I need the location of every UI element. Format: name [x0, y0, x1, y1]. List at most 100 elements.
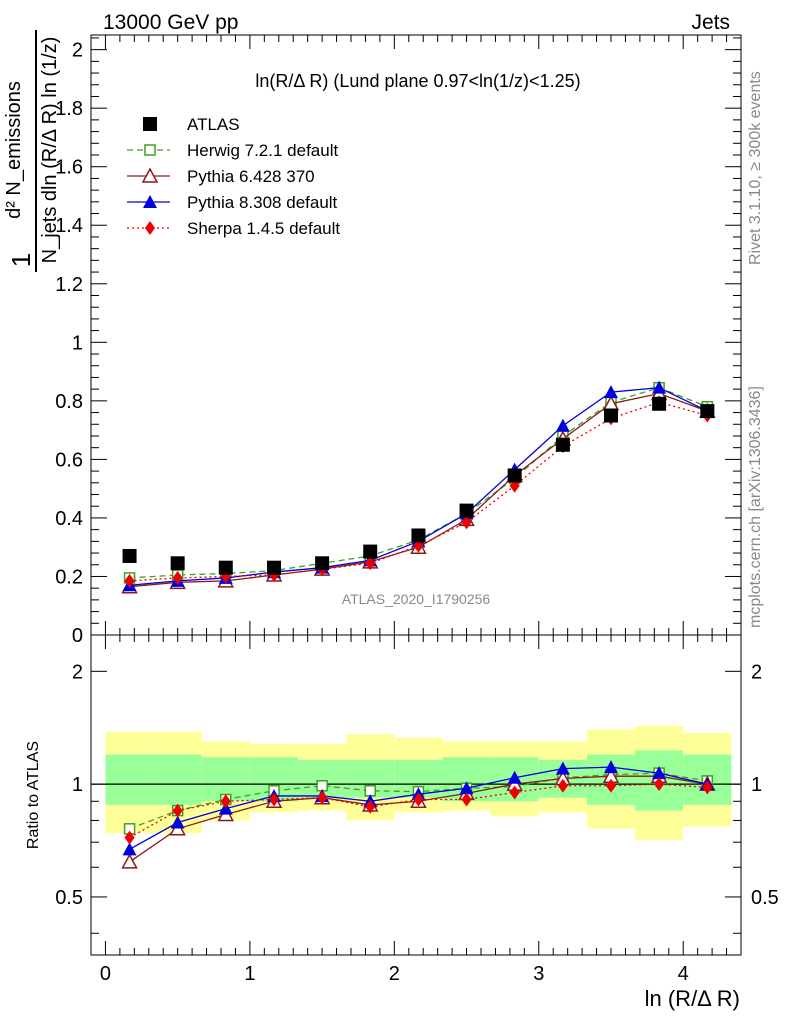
- xlabel: ln (R/Δ R): [645, 986, 740, 1011]
- top-panel: 0 0.2 0.4 0.6 0.8 1 1.2 1.4 1.6 1.8 2 ln(R/Δ R) (L…: [55, 34, 742, 647]
- ratio-point: [702, 780, 713, 795]
- ylabel-numerator: d² N_emissions: [3, 81, 25, 219]
- ratio-point: [606, 778, 616, 793]
- data-point: [555, 418, 570, 432]
- legend-label: Pythia 6.428 370: [187, 167, 315, 186]
- data-point: [461, 515, 472, 530]
- ratio-point: [317, 790, 328, 805]
- ratio-point: [555, 761, 570, 775]
- top-ytick-label: 1.2: [55, 274, 83, 296]
- xtick-label: 1: [244, 963, 255, 985]
- legend-marker: [143, 117, 157, 131]
- legend: ATLAS Herwig 7.2.1 default Pythia 6.428 37…: [127, 115, 340, 238]
- ylabel-one: 1: [6, 253, 36, 267]
- top-ytick-label: 1.6: [55, 157, 83, 179]
- ratio-point: [509, 785, 520, 800]
- legend-entry-sherpa-1-4-5-default: Sherpa 1.4.5 default: [127, 219, 340, 238]
- band-inner-bin: [105, 754, 154, 805]
- ratio-point: [121, 853, 138, 869]
- ratio-ytick-label: 2: [72, 661, 83, 683]
- ratio-point: [654, 777, 665, 792]
- series-line: [129, 401, 708, 582]
- data-point: [172, 570, 183, 585]
- ylabel-denominator: N_jets dln (R/Δ R) ln (1/z): [39, 37, 61, 264]
- header-process: Jets: [691, 11, 730, 34]
- top-ytick-label: 0: [72, 625, 83, 647]
- data-point: [315, 556, 330, 571]
- top-ytick-label: 0.8: [55, 391, 83, 413]
- data-point: [365, 556, 376, 571]
- ratio-point: [364, 785, 376, 797]
- bottom-x-ticks: 0 1 2 3 4: [90, 635, 742, 985]
- legend-marker: [143, 195, 157, 208]
- series-line: [129, 392, 708, 588]
- xtick-label: 0: [100, 963, 111, 985]
- bottom-panel: 0.5 0.5 1 1 2 2 0 1 2 3 4 Ratio to ATLAS ln (R/Δ …: [25, 634, 779, 1011]
- legend-entry-herwig-7-2-1-default: Herwig 7.2.1 default: [127, 141, 338, 160]
- rivet-label: Rivet 3.1.10, ≥ 300k events: [747, 71, 764, 265]
- top-ytick-label: 0.2: [55, 566, 83, 588]
- ratio-point: [413, 792, 424, 807]
- xtick-label: 2: [389, 963, 400, 985]
- data-point: [652, 396, 667, 411]
- data-point: [507, 468, 522, 483]
- uncertainty-bands: [91, 725, 741, 840]
- bottom-y-ticks: 0.5 0.5 1 1 2 2: [55, 661, 779, 934]
- top-ytick-label: 1: [72, 332, 83, 354]
- data-point: [411, 528, 426, 543]
- data-point: [604, 408, 618, 423]
- data-point: [652, 380, 667, 394]
- ratio-point: [604, 760, 618, 774]
- ratio-point: [459, 781, 474, 795]
- ratio-point: [507, 770, 522, 784]
- ratio-series-sherpa-1-4-5-default: [124, 777, 713, 845]
- data-point: [604, 385, 618, 399]
- legend-entry-pythia-6-428-370: Pythia 6.428 370: [127, 167, 315, 186]
- data-point: [555, 437, 570, 452]
- series-pythia-8-308-default: [122, 380, 715, 592]
- ratio-point: [461, 792, 472, 807]
- ratio-point: [269, 792, 280, 807]
- ratio-point: [170, 815, 185, 829]
- top-ytick-label: 2: [72, 40, 83, 62]
- legend-label: ATLAS: [187, 115, 240, 134]
- band-inner-bin: [153, 754, 202, 805]
- top-ytick-label: 1.4: [55, 215, 83, 237]
- legend-label: Herwig 7.2.1 default: [187, 141, 338, 160]
- analysis-watermark: ATLAS_2020_I1790256: [342, 591, 491, 607]
- ratio-point: [557, 778, 568, 793]
- data-point: [700, 404, 715, 419]
- mcplots-label: mcplots.cern.ch [arXiv:1306.3436]: [747, 386, 764, 628]
- legend-label: Pythia 8.308 default: [187, 193, 338, 212]
- legend-marker: [141, 167, 159, 183]
- top-ytick-label: 0.6: [55, 449, 83, 471]
- ratio-point: [124, 830, 135, 845]
- data-point: [267, 560, 282, 575]
- series-sherpa-1-4-5-default: [124, 395, 713, 588]
- plot-title: ln(R/Δ R) (Lund plane 0.97<ln(1/z)<1.25): [255, 71, 580, 91]
- ratio-point: [652, 766, 667, 780]
- data-point: [218, 560, 233, 575]
- ratio-ylabel: Ratio to ATLAS: [25, 741, 42, 849]
- xtick-label: 4: [678, 963, 689, 985]
- top-y-ticks: 0 0.2 0.4 0.6 0.8 1 1.2 1.4 1.6 1.8 2: [55, 37, 741, 647]
- ratio-ytick-label-right: 2: [751, 661, 762, 683]
- legend-entry-atlas: ATLAS: [143, 115, 240, 134]
- header-energy: 13000 GeV pp: [103, 11, 238, 34]
- ratio-ytick-label: 0.5: [55, 887, 83, 909]
- top-ytick-label: 0.4: [55, 508, 83, 530]
- bottom-frame: [90, 634, 742, 956]
- series-atlas: [122, 396, 715, 575]
- top-x-ticks: [90, 35, 742, 635]
- data-point: [459, 503, 474, 518]
- legend-marker: [144, 144, 156, 156]
- series-pythia-6-428-370: [121, 384, 716, 594]
- top-ytick-label: 1.8: [55, 98, 83, 120]
- legend-marker: [145, 221, 155, 235]
- legend-entry-pythia-8-308-default: Pythia 8.308 default: [127, 193, 338, 212]
- top-series: [121, 380, 716, 594]
- ratio-point: [365, 799, 376, 814]
- ratio-ytick-label-right: 1: [751, 774, 762, 796]
- ratio-point: [220, 794, 231, 809]
